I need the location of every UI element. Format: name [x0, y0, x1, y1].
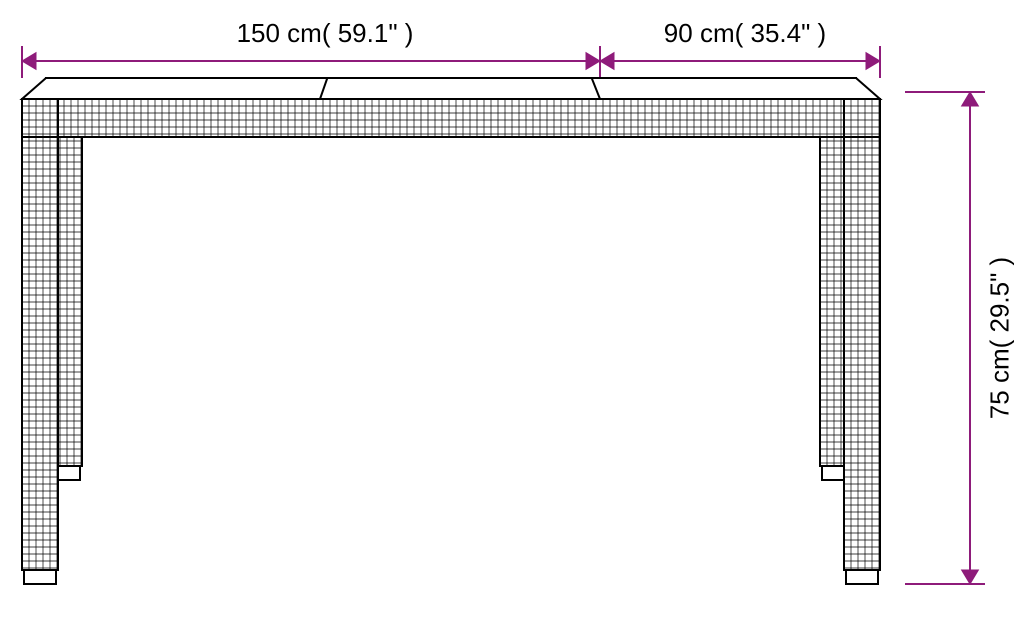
diagram-canvas: 150 cm( 59.1" ) 90 cm( 35.4" ) 75 cm( 29… [0, 0, 1020, 622]
drawing-svg [0, 0, 1020, 622]
dimension-height-label: 75 cm( 29.5" ) [985, 257, 1016, 419]
dimension-width-label: 150 cm( 59.1" ) [237, 18, 414, 49]
dimension-depth-label: 90 cm( 35.4" ) [664, 18, 826, 49]
